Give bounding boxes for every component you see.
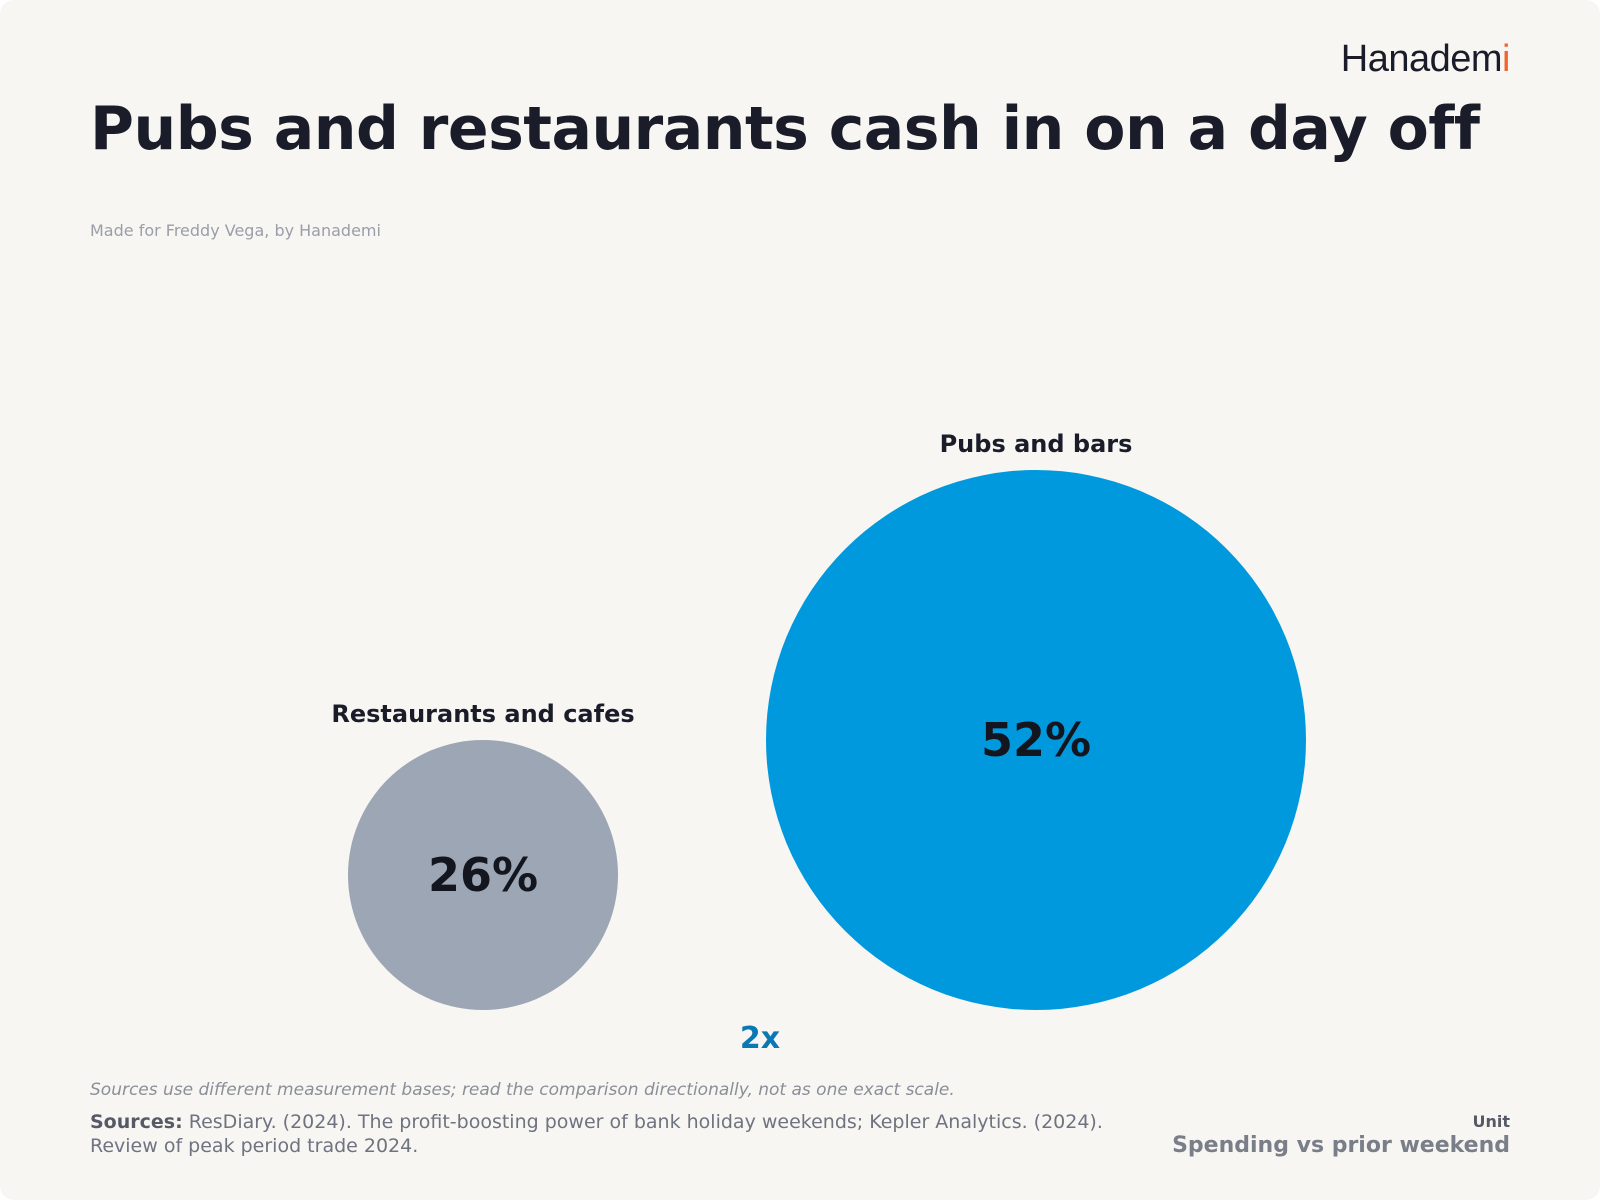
bubble-1 xyxy=(766,470,1306,1010)
sources-label: Sources: xyxy=(90,1111,183,1133)
brand-logo-main: Hanadem xyxy=(1340,38,1503,80)
brand-logo-accent: i xyxy=(1502,38,1510,80)
footnote: Sources use different measurement bases;… xyxy=(90,1080,955,1100)
unit-label: Unit xyxy=(1472,1112,1510,1131)
sources-text: ResDiary. (2024). The profit-boosting po… xyxy=(90,1111,1103,1157)
bubble-value-label-1: 52% xyxy=(981,713,1091,767)
bubble-value-label-0: 26% xyxy=(428,848,538,902)
comparison-label: 2x xyxy=(740,1021,780,1056)
bubble-0 xyxy=(348,740,618,1010)
bubble-category-label-0: Restaurants and cafes xyxy=(331,700,634,728)
sources: Sources: ResDiary. (2024). The profit-bo… xyxy=(90,1110,1150,1158)
bubble-category-label-1: Pubs and bars xyxy=(940,430,1133,458)
page-title: Pubs and restaurants cash in on a day of… xyxy=(90,94,1480,164)
brand-logo: Hanademi xyxy=(1340,38,1511,81)
unit-value: Spending vs prior weekend xyxy=(1172,1133,1510,1158)
page-subtitle: Made for Freddy Vega, by Hanademi xyxy=(90,221,381,240)
